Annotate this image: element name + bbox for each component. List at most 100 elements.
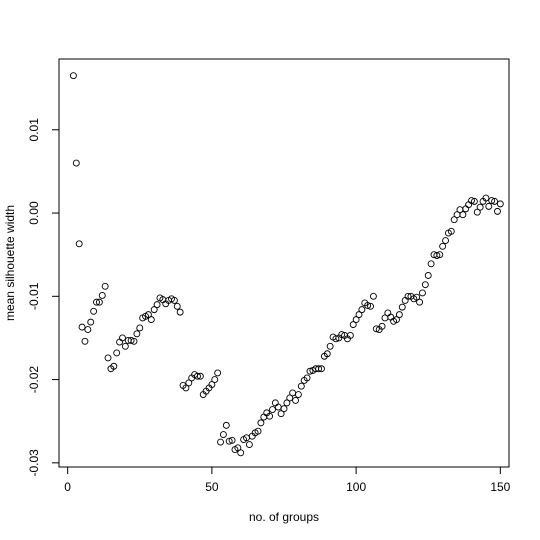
data-point	[364, 302, 372, 309]
data-point	[269, 406, 276, 413]
data-point	[170, 297, 178, 304]
data-point	[378, 322, 386, 330]
y-tick-label: 0.00	[27, 201, 41, 225]
data-point	[473, 208, 481, 216]
data-point	[98, 292, 106, 299]
data-point	[153, 301, 161, 309]
x-axis: 0 50 100 150	[64, 466, 511, 494]
data-point	[413, 293, 421, 301]
data-point	[297, 382, 305, 390]
data-point	[101, 282, 109, 290]
data-point	[90, 307, 98, 315]
data-point	[81, 337, 89, 345]
data-point	[228, 436, 236, 444]
data-point	[352, 316, 360, 324]
data-point	[346, 331, 354, 339]
data-point	[482, 194, 490, 202]
data-point	[93, 298, 100, 306]
data-point	[277, 410, 285, 418]
data-point	[245, 441, 253, 448]
data-point	[87, 318, 95, 326]
data-point	[116, 338, 124, 346]
data-point	[369, 292, 377, 300]
data-point	[462, 205, 470, 213]
x-axis-label: no. of groups	[249, 510, 319, 524]
data-point	[182, 384, 190, 392]
data-point	[294, 391, 302, 399]
data-point	[84, 326, 92, 334]
data-point	[274, 403, 282, 411]
data-point	[395, 311, 403, 319]
data-point	[384, 309, 392, 317]
data-point	[494, 207, 501, 215]
y-tick-label: -0.03	[27, 449, 41, 477]
x-tick-label: 100	[346, 480, 366, 494]
data-point	[419, 289, 426, 297]
data-point	[222, 421, 230, 429]
data-point	[185, 379, 193, 387]
data-point	[127, 336, 135, 344]
data-point	[194, 372, 201, 380]
y-axis-label: mean silhouette width	[3, 205, 17, 321]
y-tick-label: 0.01	[27, 118, 41, 142]
data-point	[214, 369, 222, 377]
data-point	[208, 381, 216, 389]
data-point	[237, 449, 245, 457]
data-point	[136, 324, 144, 332]
data-points	[69, 72, 504, 457]
data-point	[119, 334, 126, 342]
data-point	[72, 159, 80, 167]
data-point	[173, 302, 181, 310]
data-point	[450, 216, 458, 224]
data-point	[196, 372, 204, 380]
data-point	[254, 427, 262, 435]
data-point	[398, 303, 406, 311]
data-point	[266, 412, 274, 420]
data-point	[332, 335, 340, 343]
data-point	[303, 374, 311, 382]
data-point	[130, 337, 138, 345]
data-point	[217, 438, 224, 446]
data-point	[433, 252, 441, 259]
data-point	[234, 444, 242, 452]
data-point	[358, 306, 366, 314]
data-point	[257, 419, 265, 427]
data-point	[447, 227, 455, 235]
y-axis: -0.03 -0.02 -0.01 0.00 0.01	[27, 118, 60, 477]
data-point	[150, 306, 158, 314]
data-point	[355, 311, 363, 319]
data-point	[318, 365, 325, 373]
data-point	[133, 330, 141, 338]
data-point	[113, 349, 121, 357]
data-point	[349, 321, 357, 329]
data-point	[176, 308, 184, 316]
data-point	[95, 298, 103, 306]
data-point	[260, 413, 268, 421]
data-point	[485, 202, 493, 210]
data-point	[367, 302, 374, 310]
data-point	[404, 292, 412, 300]
data-point	[393, 316, 400, 324]
data-point	[387, 313, 395, 321]
data-point	[496, 200, 504, 208]
data-point	[292, 396, 299, 404]
data-point	[280, 405, 288, 413]
data-point	[283, 399, 291, 407]
data-point	[401, 297, 409, 304]
data-point	[323, 350, 331, 358]
data-point	[491, 197, 499, 205]
x-tick-label: 50	[205, 480, 219, 494]
data-point	[306, 367, 314, 375]
data-point	[427, 260, 435, 268]
data-point	[121, 342, 129, 350]
x-tick-label: 150	[490, 480, 510, 494]
data-point	[476, 203, 484, 211]
data-point	[468, 197, 475, 205]
y-tick-label: -0.01	[27, 282, 41, 310]
data-point	[289, 389, 297, 397]
data-point	[459, 211, 467, 219]
data-point	[439, 242, 447, 250]
data-point	[442, 237, 449, 244]
data-point	[78, 323, 86, 331]
